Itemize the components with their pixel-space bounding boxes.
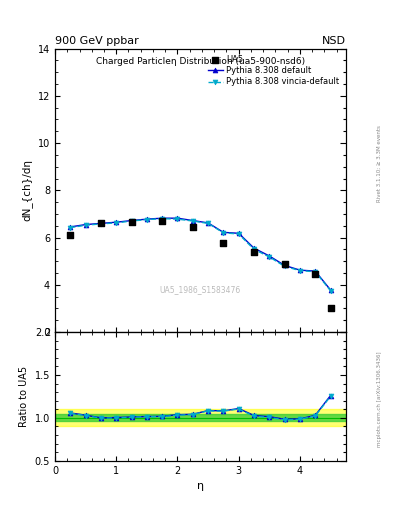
UA5 [281, 260, 288, 268]
UA5 [98, 219, 104, 227]
Pythia 8.308 vincia-default [129, 218, 134, 224]
Pythia 8.308 default [298, 267, 302, 273]
Pythia 8.308 vincia-default [252, 246, 256, 252]
Y-axis label: dN_{ch}/dη: dN_{ch}/dη [21, 159, 32, 221]
Pythia 8.308 default [282, 262, 287, 268]
Pythia 8.308 vincia-default [83, 222, 88, 228]
UA5 [129, 218, 135, 226]
Pythia 8.308 default [313, 268, 318, 274]
UA5 [67, 231, 73, 239]
Pythia 8.308 vincia-default [114, 220, 119, 226]
UA5 [327, 304, 334, 312]
Pythia 8.308 vincia-default [313, 269, 318, 275]
Pythia 8.308 default [191, 218, 195, 224]
Pythia 8.308 default [328, 287, 333, 293]
Text: mcplots.cern.ch [arXiv:1306.3436]: mcplots.cern.ch [arXiv:1306.3436] [377, 352, 382, 447]
Pythia 8.308 vincia-default [191, 218, 195, 224]
UA5 [251, 248, 257, 256]
UA5 [159, 217, 165, 225]
Pythia 8.308 default [114, 219, 119, 225]
Pythia 8.308 vincia-default [145, 217, 149, 223]
Text: UA5_1986_S1583476: UA5_1986_S1583476 [160, 285, 241, 294]
Bar [55, 409, 346, 426]
Pythia 8.308 default [267, 253, 272, 259]
Pythia 8.308 vincia-default [206, 220, 210, 226]
Pythia 8.308 default [221, 229, 226, 236]
Pythia 8.308 default [68, 224, 73, 230]
Pythia 8.308 vincia-default [328, 288, 333, 294]
Pythia 8.308 default [145, 216, 149, 222]
Pythia 8.308 vincia-default [221, 230, 226, 236]
Pythia 8.308 vincia-default [298, 268, 302, 274]
UA5 [190, 223, 196, 231]
Line: Pythia 8.308 vincia-default: Pythia 8.308 vincia-default [68, 216, 333, 293]
Pythia 8.308 vincia-default [68, 225, 73, 231]
X-axis label: η: η [197, 481, 204, 491]
Pythia 8.308 vincia-default [99, 221, 103, 227]
Pythia 8.308 vincia-default [175, 216, 180, 222]
Pythia 8.308 default [175, 215, 180, 221]
Bar [55, 414, 346, 421]
Text: NSD: NSD [322, 36, 346, 47]
Text: Rivet 3.1.10; ≥ 3.3M events: Rivet 3.1.10; ≥ 3.3M events [377, 125, 382, 202]
Pythia 8.308 default [99, 220, 103, 226]
Pythia 8.308 default [160, 215, 165, 221]
Pythia 8.308 default [83, 222, 88, 228]
Pythia 8.308 vincia-default [282, 263, 287, 269]
UA5 [312, 270, 318, 278]
Pythia 8.308 default [236, 230, 241, 237]
Text: 900 GeV ppbar: 900 GeV ppbar [55, 36, 139, 47]
Pythia 8.308 default [206, 220, 210, 226]
Pythia 8.308 vincia-default [267, 254, 272, 260]
Pythia 8.308 vincia-default [160, 216, 165, 222]
Line: Pythia 8.308 default: Pythia 8.308 default [68, 216, 333, 292]
Pythia 8.308 default [252, 245, 256, 251]
Pythia 8.308 vincia-default [236, 231, 241, 237]
Legend: UA5, Pythia 8.308 default, Pythia 8.308 vincia-default: UA5, Pythia 8.308 default, Pythia 8.308 … [205, 53, 342, 89]
Text: Charged Particleη Distribution (ua5-900-nsd6): Charged Particleη Distribution (ua5-900-… [96, 57, 305, 66]
Y-axis label: Ratio to UA5: Ratio to UA5 [19, 366, 29, 427]
Pythia 8.308 default [129, 218, 134, 224]
UA5 [220, 239, 226, 247]
